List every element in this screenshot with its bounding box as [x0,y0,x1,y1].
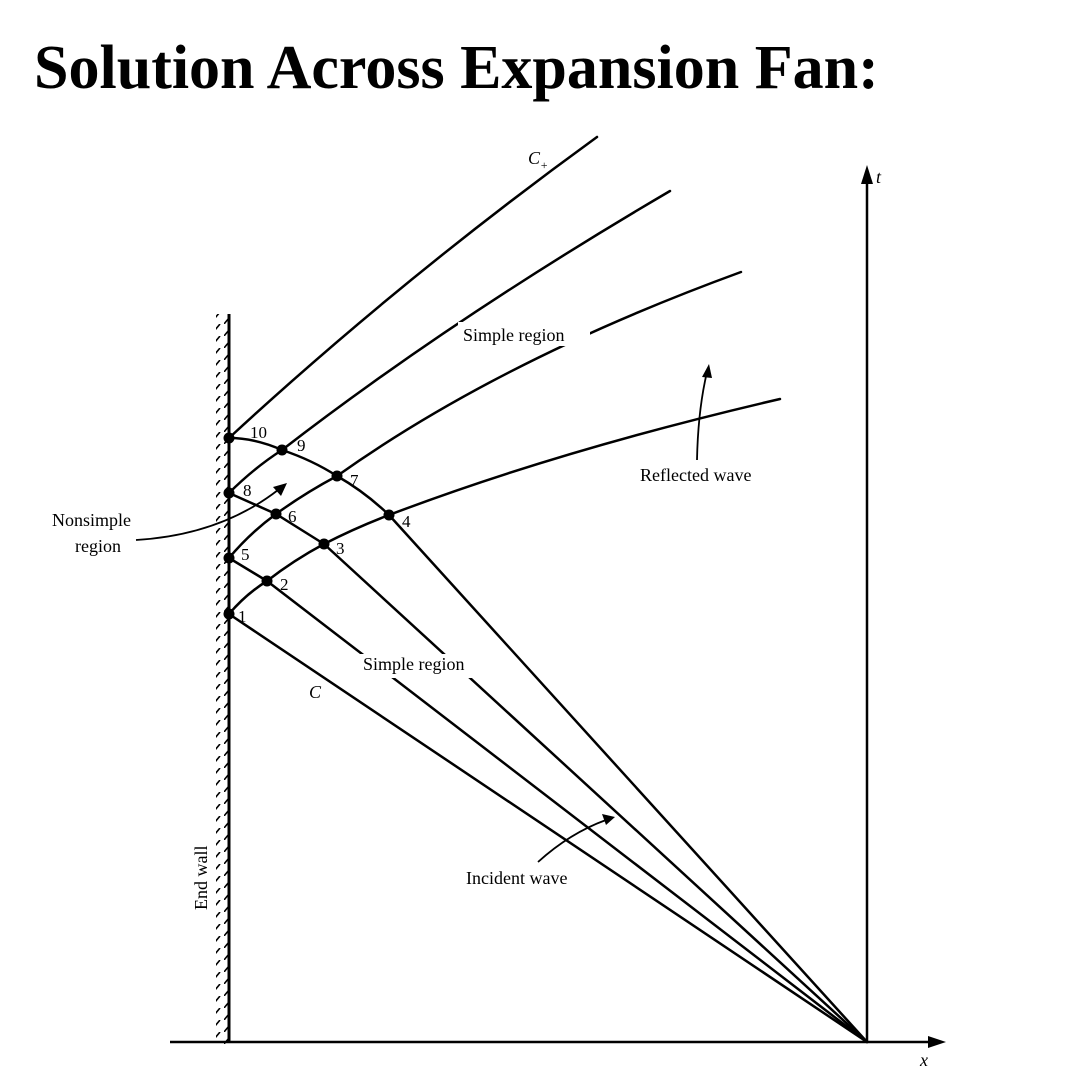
node-point [223,608,235,620]
node-label-6: 6 [288,507,297,526]
c-plus-label: C+ [528,148,548,172]
incident-wave-pointer [537,819,607,863]
incident-characteristic [387,513,869,1044]
node-label-2: 2 [280,575,289,594]
x-axis-arrow-icon [928,1036,946,1048]
incident-characteristic [322,542,869,1044]
t-axis-arrow-icon [861,165,873,184]
node-label-8: 8 [243,481,252,500]
reflected-wave-label: Reflected wave [640,465,751,485]
node-point [383,509,395,521]
reflected-wave-pointer [696,371,708,461]
node-label-7: 7 [350,471,359,490]
node-label-5: 5 [241,545,250,564]
t-axis-label: t [876,167,882,187]
reflected-characteristic [227,135,599,440]
node-label-3: 3 [336,539,345,558]
c-minus-label: C [309,682,322,702]
node-point [270,508,282,520]
nonsimple-label-line2: region [75,536,121,556]
end-wall-hatching [216,314,229,1044]
incident-characteristic [265,579,869,1044]
node-point [331,470,343,482]
incident-characteristic [227,612,869,1044]
node-point [223,487,235,499]
reflected-fan [227,135,782,616]
end-wall-label: End wall [191,846,211,911]
incident-fan [227,513,869,1044]
x-axis-label: x [919,1050,928,1070]
node-point [223,552,235,564]
nonsimple-c-minus [227,436,391,583]
reflected-wave-arrowhead-icon [702,364,712,378]
node-point [261,575,273,587]
node-point [276,444,288,456]
node-label-4: 4 [402,512,411,531]
intersection-nodes [223,432,395,620]
node-labels: 1 2 3 4 5 6 7 8 9 10 [238,423,411,626]
reflected-characteristic [227,397,782,616]
nonsimple-pointer [135,489,279,541]
reflected-characteristic [227,270,743,560]
node-label-10: 10 [250,423,267,442]
pointer-arrows [135,371,708,863]
simple-region-top-label: Simple region [463,325,565,345]
node-point [223,432,235,444]
incident-wave-arrowhead-icon [602,814,615,825]
nonsimple-arrowhead-icon [273,483,287,496]
node-point [318,538,330,550]
nonsimple-label-line1: Nonsimple [52,510,131,530]
simple-region-bottom-label: Simple region [363,654,465,674]
reflected-characteristic [227,189,672,495]
node-label-9: 9 [297,436,306,455]
node-label-1: 1 [238,607,247,626]
page-title: Solution Across Expansion Fan: [34,34,879,102]
incident-wave-label: Incident wave [466,868,567,888]
